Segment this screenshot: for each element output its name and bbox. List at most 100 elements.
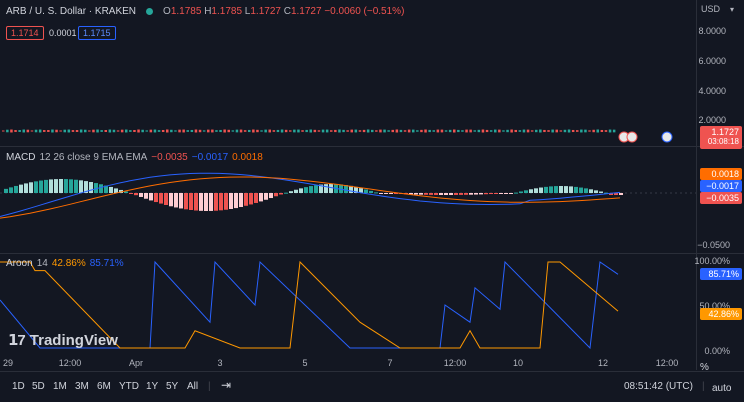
macd-legend[interactable]: MACD 12 26 close 9 EMA EMA −0.0035 −0.00… bbox=[6, 152, 263, 163]
macd-tick: −0.0500 bbox=[697, 240, 730, 250]
timeframe-1y[interactable]: 1Y bbox=[146, 381, 159, 392]
currency-label[interactable]: USD bbox=[700, 4, 720, 14]
candle bbox=[145, 130, 148, 132]
aroon-up-value: 85.71% bbox=[89, 258, 124, 269]
macd-histogram-bar bbox=[479, 193, 483, 195]
candle bbox=[485, 129, 489, 133]
candle bbox=[612, 129, 616, 133]
candle bbox=[461, 130, 464, 132]
candle bbox=[248, 129, 251, 133]
symbol-title[interactable]: ARB / U. S. Dollar · KRAKEN bbox=[6, 6, 137, 17]
auto-scale-toggle[interactable]: auto bbox=[712, 383, 732, 394]
timeframe-6m[interactable]: 6M bbox=[97, 381, 111, 392]
price-tick: 4.0000 bbox=[698, 86, 726, 96]
candle bbox=[264, 129, 267, 133]
macd-histogram-bar bbox=[524, 190, 528, 193]
candle bbox=[252, 129, 255, 133]
candle bbox=[317, 130, 321, 132]
time-tick: 12:00 bbox=[655, 358, 679, 368]
timeframe-3m[interactable]: 3M bbox=[75, 381, 89, 392]
macd-histogram-bar bbox=[239, 193, 243, 208]
timeframe-1d[interactable]: 1D bbox=[12, 381, 25, 392]
candle bbox=[604, 130, 608, 132]
timeframe-1m[interactable]: 1M bbox=[53, 381, 67, 392]
candle bbox=[309, 129, 312, 133]
macd-histogram-bar bbox=[509, 193, 513, 194]
candle bbox=[215, 130, 218, 132]
sell-price-box[interactable]: 1.1714 bbox=[6, 26, 44, 40]
candle bbox=[498, 129, 501, 133]
timeframe-ytd[interactable]: YTD bbox=[119, 381, 139, 392]
candle bbox=[301, 130, 304, 132]
aroon-legend[interactable]: Aroon 14 42.86% 85.71% bbox=[6, 258, 124, 269]
timeframe-5d[interactable]: 5D bbox=[32, 381, 45, 392]
candle bbox=[305, 129, 308, 133]
candle bbox=[182, 129, 185, 133]
candle bbox=[84, 129, 87, 133]
macd-histogram-bar bbox=[174, 193, 178, 208]
candle bbox=[120, 129, 124, 133]
macd-histogram-bar bbox=[589, 189, 593, 193]
price-scale-divider bbox=[696, 0, 697, 370]
macd-histogram-bar bbox=[419, 193, 423, 195]
watermark-text: TradingView bbox=[29, 331, 118, 349]
macd-histogram-bar bbox=[254, 193, 258, 203]
macd-histogram-bar bbox=[164, 193, 168, 205]
candle bbox=[38, 129, 42, 133]
macd-histogram-bar bbox=[209, 193, 213, 211]
timeframe-5y[interactable]: 5Y bbox=[166, 381, 179, 392]
candle bbox=[92, 129, 95, 133]
pane-divider-main-macd[interactable] bbox=[0, 146, 744, 147]
symbol-legend[interactable]: ARB / U. S. Dollar · KRAKEN O1.1785 H1.1… bbox=[6, 6, 404, 17]
candle bbox=[284, 129, 288, 133]
macd-histogram-bar bbox=[574, 186, 578, 193]
macd-histogram-bar bbox=[569, 186, 573, 193]
market-open-icon bbox=[146, 8, 154, 15]
pane-divider-macd-aroon[interactable] bbox=[0, 253, 744, 254]
macd-histogram-bar bbox=[374, 192, 378, 194]
macd-histogram-bar bbox=[489, 193, 493, 195]
macd-histogram-bar bbox=[389, 193, 393, 194]
percent-scale-toggle[interactable]: % bbox=[700, 362, 709, 373]
candle bbox=[514, 129, 517, 133]
buy-price-box[interactable]: 1.1715 bbox=[78, 26, 116, 40]
tradingview-logo[interactable]: 𝟭7 TradingView bbox=[8, 331, 118, 350]
candle bbox=[395, 129, 399, 133]
candle bbox=[457, 129, 460, 133]
time-tick: 12:00 bbox=[443, 358, 467, 368]
candle bbox=[88, 130, 91, 132]
date-range-icon[interactable]: ⇥ bbox=[221, 378, 232, 392]
macd-histogram-bar bbox=[179, 193, 183, 209]
utc-clock[interactable]: 08:51:42 (UTC) bbox=[624, 381, 693, 392]
macd-histogram-bar bbox=[79, 180, 83, 193]
timeframe-all[interactable]: All bbox=[187, 381, 199, 392]
macd-histogram-bar bbox=[614, 193, 618, 195]
aroon-tick: 0.00% bbox=[704, 346, 730, 356]
chevron-down-icon[interactable]: ▾ bbox=[729, 5, 734, 14]
macd-histogram-bar bbox=[189, 193, 193, 211]
candle bbox=[26, 129, 30, 133]
candle bbox=[563, 129, 567, 133]
candle bbox=[129, 130, 132, 132]
candle bbox=[362, 129, 366, 133]
macd-histogram-bar bbox=[599, 191, 603, 193]
signal-line bbox=[0, 176, 621, 219]
macd-histogram-bar bbox=[159, 193, 163, 204]
candle bbox=[149, 129, 153, 133]
macd-histogram-bar bbox=[439, 193, 443, 195]
candle bbox=[43, 130, 46, 132]
candle bbox=[551, 129, 554, 133]
macd-histogram-bar bbox=[9, 187, 13, 193]
macd-histogram-bar bbox=[409, 193, 413, 195]
macd-histogram-bar bbox=[244, 193, 248, 206]
macd-histogram-bar bbox=[279, 193, 283, 195]
price-tick: 6.0000 bbox=[698, 56, 726, 66]
macd-histogram-bar bbox=[39, 180, 43, 193]
candle bbox=[453, 129, 456, 133]
candle bbox=[506, 129, 509, 133]
time-tick: 3 bbox=[217, 358, 223, 368]
macd-histogram-bar bbox=[549, 186, 553, 193]
price-tick: 8.0000 bbox=[698, 26, 726, 36]
macd-histogram-bar bbox=[609, 193, 613, 195]
